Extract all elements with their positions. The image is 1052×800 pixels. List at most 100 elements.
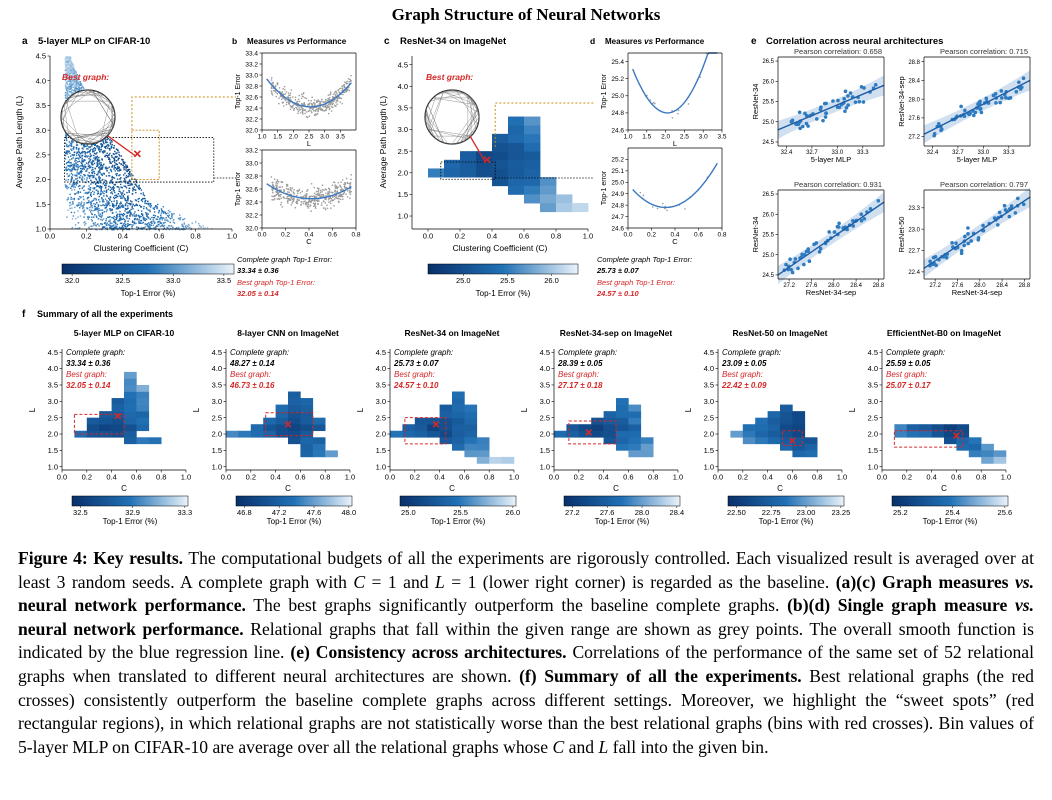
graph-point [132, 224, 134, 226]
heatmap-bin [300, 437, 314, 445]
graph-point [79, 203, 81, 205]
graph-point [101, 215, 103, 217]
graph-point [95, 208, 97, 210]
graph-point [69, 69, 71, 72]
graph-edge [427, 129, 472, 137]
graph-point [106, 204, 109, 206]
heatmap-bin [508, 116, 525, 126]
graph-point [325, 106, 327, 109]
heatmap-bin [439, 411, 453, 418]
graph-edge [443, 142, 453, 145]
graph-point [128, 223, 131, 226]
heatmap-bin [439, 404, 453, 412]
graph-point [75, 144, 78, 146]
graph-point [74, 193, 76, 195]
graph-point [77, 190, 79, 193]
graph-point [121, 225, 124, 227]
graph-point [135, 204, 137, 206]
graph-point [311, 111, 313, 114]
heatmap-bin [300, 398, 314, 405]
graph-point [97, 182, 100, 184]
graph-point [70, 179, 72, 181]
graph-point [106, 141, 108, 144]
graph-point [832, 230, 837, 234]
graph-point [148, 223, 151, 226]
graph-point [114, 191, 116, 194]
graph-point [314, 114, 316, 117]
graph-point [102, 201, 104, 203]
graph-point [327, 112, 330, 115]
graph-point [289, 94, 291, 97]
graph-point [109, 204, 111, 207]
x-axis-label: 5-layer MLP [811, 155, 851, 164]
y-tick-label: 24.5 [762, 273, 774, 279]
graph-point [272, 184, 275, 187]
graph-point [91, 205, 93, 207]
graph-point [101, 226, 104, 228]
heatmap-bin [275, 404, 289, 412]
graph-point [122, 226, 124, 229]
heatmap-bin [508, 142, 525, 152]
x-axis-label: L [307, 139, 311, 148]
graph-point [346, 80, 348, 83]
graph-point [282, 87, 285, 90]
graph-point [67, 64, 70, 66]
graph-point [317, 202, 319, 205]
graph-point [91, 200, 93, 202]
graph-point [123, 162, 125, 165]
graph-point [152, 207, 154, 209]
graph-point [76, 82, 78, 85]
colorbar-tick-label: 26.0 [544, 276, 559, 285]
graph-point [313, 186, 316, 189]
graph-point [326, 204, 328, 207]
graph-point [113, 197, 116, 200]
graph-point [81, 176, 84, 178]
graph-point [334, 92, 336, 94]
graph-point [76, 166, 78, 168]
graph-point [142, 193, 144, 196]
graph-point [110, 180, 113, 182]
graph-point [66, 81, 68, 83]
graph-point [72, 184, 74, 187]
graph-edge [72, 132, 110, 140]
graph-point [962, 114, 967, 119]
graph-point [140, 206, 142, 208]
graph-point [67, 164, 69, 167]
graph-point [118, 186, 120, 188]
graph-point [334, 191, 337, 193]
graph-point [110, 188, 113, 190]
graph-point [346, 190, 349, 192]
graph-point [98, 175, 100, 178]
graph-point [126, 225, 129, 228]
graph-point [101, 167, 103, 169]
graph-point [118, 151, 120, 154]
graph-point [159, 225, 162, 228]
graph-point [101, 179, 103, 181]
graph-point [966, 232, 970, 236]
graph-point [122, 159, 124, 161]
graph-point [100, 163, 103, 166]
graph-point [112, 185, 115, 188]
graph-point [818, 246, 823, 251]
regression-line [923, 79, 1031, 135]
graph-point [346, 82, 349, 85]
graph-point [111, 222, 113, 224]
graph-edge [460, 116, 480, 143]
graph-point [115, 196, 117, 199]
graph-point [152, 214, 155, 216]
graph-point [117, 158, 120, 161]
graph-point [306, 205, 309, 208]
graph-point [83, 185, 86, 187]
graph-point [273, 198, 276, 200]
graph-point [157, 228, 160, 231]
graph-point [102, 152, 104, 154]
graph-point [313, 102, 316, 104]
graph-edge [72, 129, 113, 140]
graph-point [1004, 208, 1009, 213]
graph-point [126, 217, 128, 219]
graph-point [98, 214, 100, 216]
graph-point [72, 83, 74, 86]
graph-point [154, 215, 157, 217]
graph-point [116, 178, 119, 180]
graph-edge [61, 121, 63, 126]
